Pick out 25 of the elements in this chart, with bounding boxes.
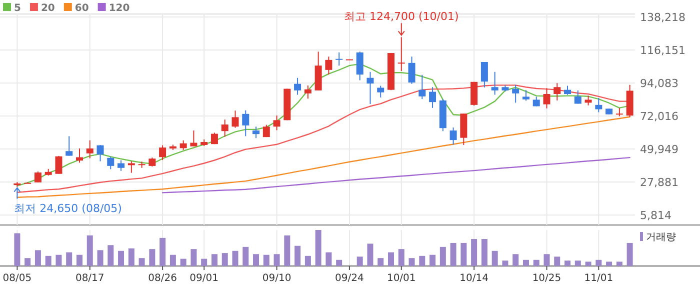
x-tick-label: 09/10 [262, 273, 292, 284]
legend: 거래량 [640, 232, 676, 243]
legend-label: 5 [14, 3, 21, 14]
y-tick-label: 27,881 [640, 176, 678, 189]
annotation: 최고 124,700 (10/01) [344, 10, 459, 24]
x-tick-label: 08/05 [2, 273, 32, 284]
x-tick-label: 09/01 [190, 273, 219, 284]
x-tick-label: 10/25 [532, 273, 562, 284]
legend-label: 거래량 [646, 232, 676, 243]
x-tick-label: 10/14 [460, 273, 488, 284]
y-tick-label: 116,151 [640, 44, 686, 57]
legend-label: 20 [40, 3, 55, 14]
x-tick-label: 08/17 [75, 273, 104, 284]
y-tick-label: 138,218 [640, 10, 686, 24]
x-tick-label: 11/01 [584, 273, 614, 284]
x-tick-label: 10/01 [386, 273, 416, 284]
x-tick-label: 08/26 [148, 273, 177, 284]
annotation: 최저 24,650 (08/05) [14, 202, 122, 215]
x-tick-label: 09/24 [335, 273, 364, 284]
y-tick-label: 49,949 [640, 142, 678, 156]
legend-label: 60 [74, 3, 89, 14]
y-tick-label: 94,083 [640, 76, 678, 90]
y-tick-label: 5,814 [640, 208, 672, 222]
legend-label: 120 [108, 3, 130, 14]
y-tick-label: 72,016 [640, 110, 678, 123]
